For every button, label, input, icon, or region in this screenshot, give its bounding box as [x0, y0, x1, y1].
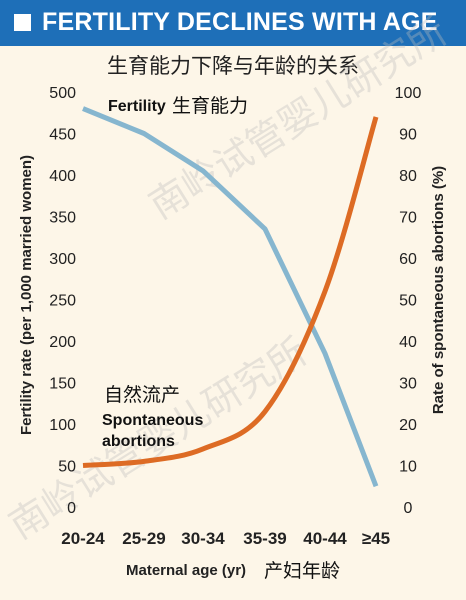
abortions-label-line2: abortions [102, 433, 175, 450]
y-axis-left-label: Fertility rate (per 1,000 married women) [18, 155, 35, 435]
fertility-label-cn: 生育能力 [172, 95, 248, 117]
abortions-series-line [82, 116, 379, 468]
y-left-tick-label: 300 [49, 251, 76, 268]
y-left-tick-label: 400 [49, 168, 76, 185]
y-right-tick-label: 60 [399, 251, 417, 268]
x-tick-label: 25-29 [122, 529, 165, 548]
header-bar: FERTILITY DECLINES WITH AGE [0, 0, 466, 46]
x-tick-label: 40-44 [303, 529, 347, 548]
header-title: FERTILITY DECLINES WITH AGE [42, 8, 438, 36]
x-axis-label-cn: 产妇年龄 [264, 560, 340, 582]
y-right-tick-label: 30 [399, 376, 417, 393]
y-left-tick-label: 250 [49, 293, 76, 310]
y-axis-right-label: Rate of spontaneous abortions (%) [430, 166, 447, 414]
y-left-tick-label: 100 [49, 417, 76, 434]
chart-title: 生育能力下降与年龄的关系 [107, 54, 359, 78]
y-right-tick-label: 0 [404, 500, 413, 517]
y-left-tick-label: 350 [49, 210, 76, 227]
y-right-tick-label: 50 [399, 293, 417, 310]
y-right-tick-label: 70 [399, 210, 417, 227]
y-right-tick-label: 80 [399, 168, 417, 185]
fertility-label: Fertility [108, 98, 166, 115]
y-right-tick-label: 10 [399, 459, 417, 476]
y-left-tick-label: 0 [67, 500, 76, 517]
y-left-tick-label: 150 [49, 376, 76, 393]
y-left-tick-label: 200 [49, 334, 76, 351]
abortions-label-cn: 自然流产 [104, 384, 180, 406]
y-left-tick-label: 500 [49, 85, 76, 102]
x-tick-label: ≥45 [362, 529, 390, 548]
watermark-text-a: 南岭试管婴儿研究所 [141, 9, 454, 228]
header-square-icon [14, 14, 31, 31]
y-left-tick-label: 450 [49, 127, 76, 144]
y-right-tick-label: 40 [399, 334, 417, 351]
fertility-series-line [82, 106, 379, 488]
x-tick-label: 20-24 [61, 529, 105, 548]
y-right-tick-label: 100 [395, 85, 422, 102]
y-left-tick-label: 50 [58, 459, 76, 476]
y-right-tick-label: 20 [399, 417, 417, 434]
abortions-label-line1: Spontaneous [102, 412, 203, 429]
y-right-tick-label: 90 [399, 127, 417, 144]
x-tick-label: 35-39 [243, 529, 286, 548]
x-tick-label: 30-34 [181, 529, 225, 548]
x-axis-label: Maternal age (yr) [126, 562, 246, 579]
